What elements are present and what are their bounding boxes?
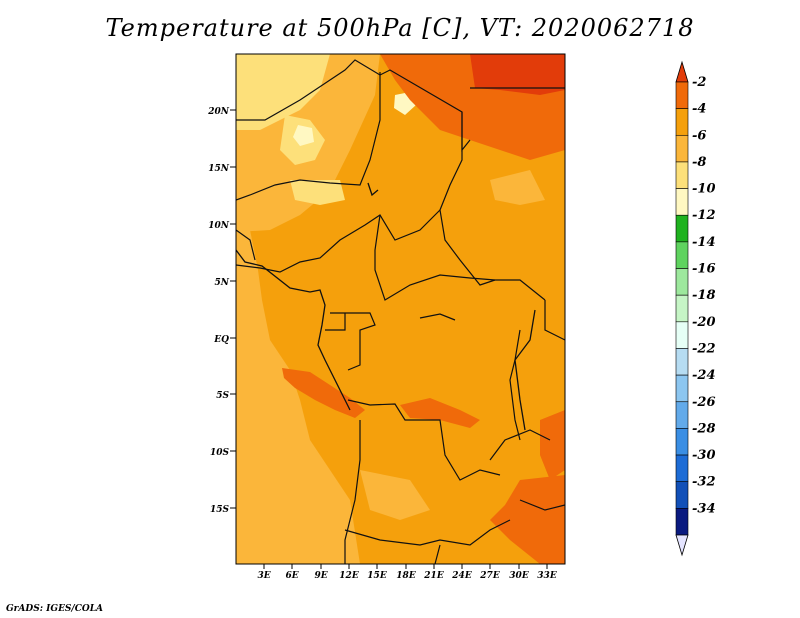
colorbar-label: -18 [692,288,716,303]
colorbar-label: -24 [692,368,716,383]
colorbar-swatch [675,188,689,216]
colorbar-swatch [675,268,689,296]
colorbar-label: -8 [692,155,706,170]
map-title: Temperature at 500hPa [C], VT: 202006271… [105,14,695,42]
country-borders [236,59,565,564]
lat-label: 10N [208,221,230,231]
lat-label: 15S [210,505,230,515]
colorbar-label: -4 [692,102,706,117]
colorbar-label: -20 [692,315,716,330]
colorbar-label: -14 [692,235,716,250]
colorbar-swatch [675,321,689,349]
colorbar-label: -34 [692,501,716,516]
footer-credit: GrADS: IGES/COLA [6,604,104,614]
colorbar-top-arrow [675,60,689,83]
map-frame [235,53,566,565]
lat-label: 5S [216,391,229,401]
coastline [236,182,536,431]
colorbar-swatch [675,374,689,403]
lat-label: 20N [207,107,230,117]
lon-label: 12E [339,571,359,581]
lat-label: 10S [210,448,230,458]
colorbar-swatch [675,108,689,136]
colorbar-label: -28 [692,421,716,436]
colorbar-swatch [675,241,689,269]
colorbar-swatch [675,348,689,376]
colorbar-label: -26 [692,395,716,410]
colorbar-label: -2 [692,75,706,90]
colorbar-bottom-arrow [675,534,689,557]
colorbar-label: -32 [692,475,716,490]
map-field [236,54,565,564]
lon-label: 3E [257,571,270,581]
colorbar-label: -22 [692,341,716,356]
lat-label: EQ [213,335,229,345]
colorbar-swatch [675,401,689,429]
colorbar-swatch [675,481,689,509]
lon-label: 21E [423,571,444,581]
lon-label: 18E [396,571,416,581]
lon-label: 27E [479,571,500,581]
lon-label: 24E [451,571,472,581]
colorbar-swatch [675,294,689,323]
colorbar-label: -12 [692,208,716,223]
lat-labels: 20N 15N 10N 5N EQ 5S 10S 15S [207,107,230,515]
colorbar-label: -16 [692,262,716,277]
colorbar-swatch [675,81,689,109]
lon-label: 6E [285,571,298,581]
lon-ticks [263,564,548,569]
lon-label: 33E [537,571,557,581]
colorbar: -2 -4 -6 -8 -10 -12 -14 -16 -18 -20 -22 -24 -26 -28 -3… [675,60,716,557]
colorbar-label: -30 [692,448,716,463]
colorbar-label: -10 [692,182,716,197]
colorbar-label: -6 [692,128,706,143]
colorbar-swatch [675,134,689,163]
lat-label: 5N [215,278,230,288]
colorbar-swatch [675,161,689,189]
lat-ticks [230,109,236,509]
lon-label: 15E [367,571,387,581]
colorbar-swatch [675,454,689,483]
colorbar-swatch [675,214,689,243]
lon-label: 9E [314,571,327,581]
colorbar-swatch [675,428,689,456]
lon-label: 30E [509,571,529,581]
lat-label: 15N [208,164,230,174]
colorbar-swatch [675,508,689,536]
lon-labels: 3E 6E 9E 12E 15E 18E 21E 24E 27E 30E 33E [257,571,556,581]
